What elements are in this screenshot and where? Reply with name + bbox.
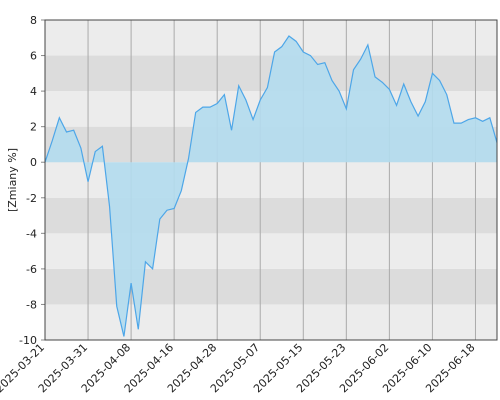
y-tick-label: -4	[26, 227, 37, 240]
y-tick-label: -6	[26, 263, 37, 276]
area	[45, 36, 497, 337]
y-axis-label: [Zmiany %]	[6, 148, 19, 212]
y-tick-label: 4	[30, 85, 37, 98]
y-tick-label: 2	[30, 121, 37, 134]
y-tick-label: 6	[30, 50, 37, 63]
y-tick-label: 8	[30, 14, 37, 27]
y-tick-label: -8	[26, 298, 37, 311]
plot-border	[44, 19, 498, 341]
band	[45, 268, 497, 305]
band	[45, 20, 497, 56]
band	[45, 304, 497, 340]
y-tick-label: -10	[19, 334, 37, 347]
y-tick-label: -2	[26, 192, 37, 205]
line	[44, 35, 498, 337]
y-tick-label: 0	[30, 156, 37, 169]
